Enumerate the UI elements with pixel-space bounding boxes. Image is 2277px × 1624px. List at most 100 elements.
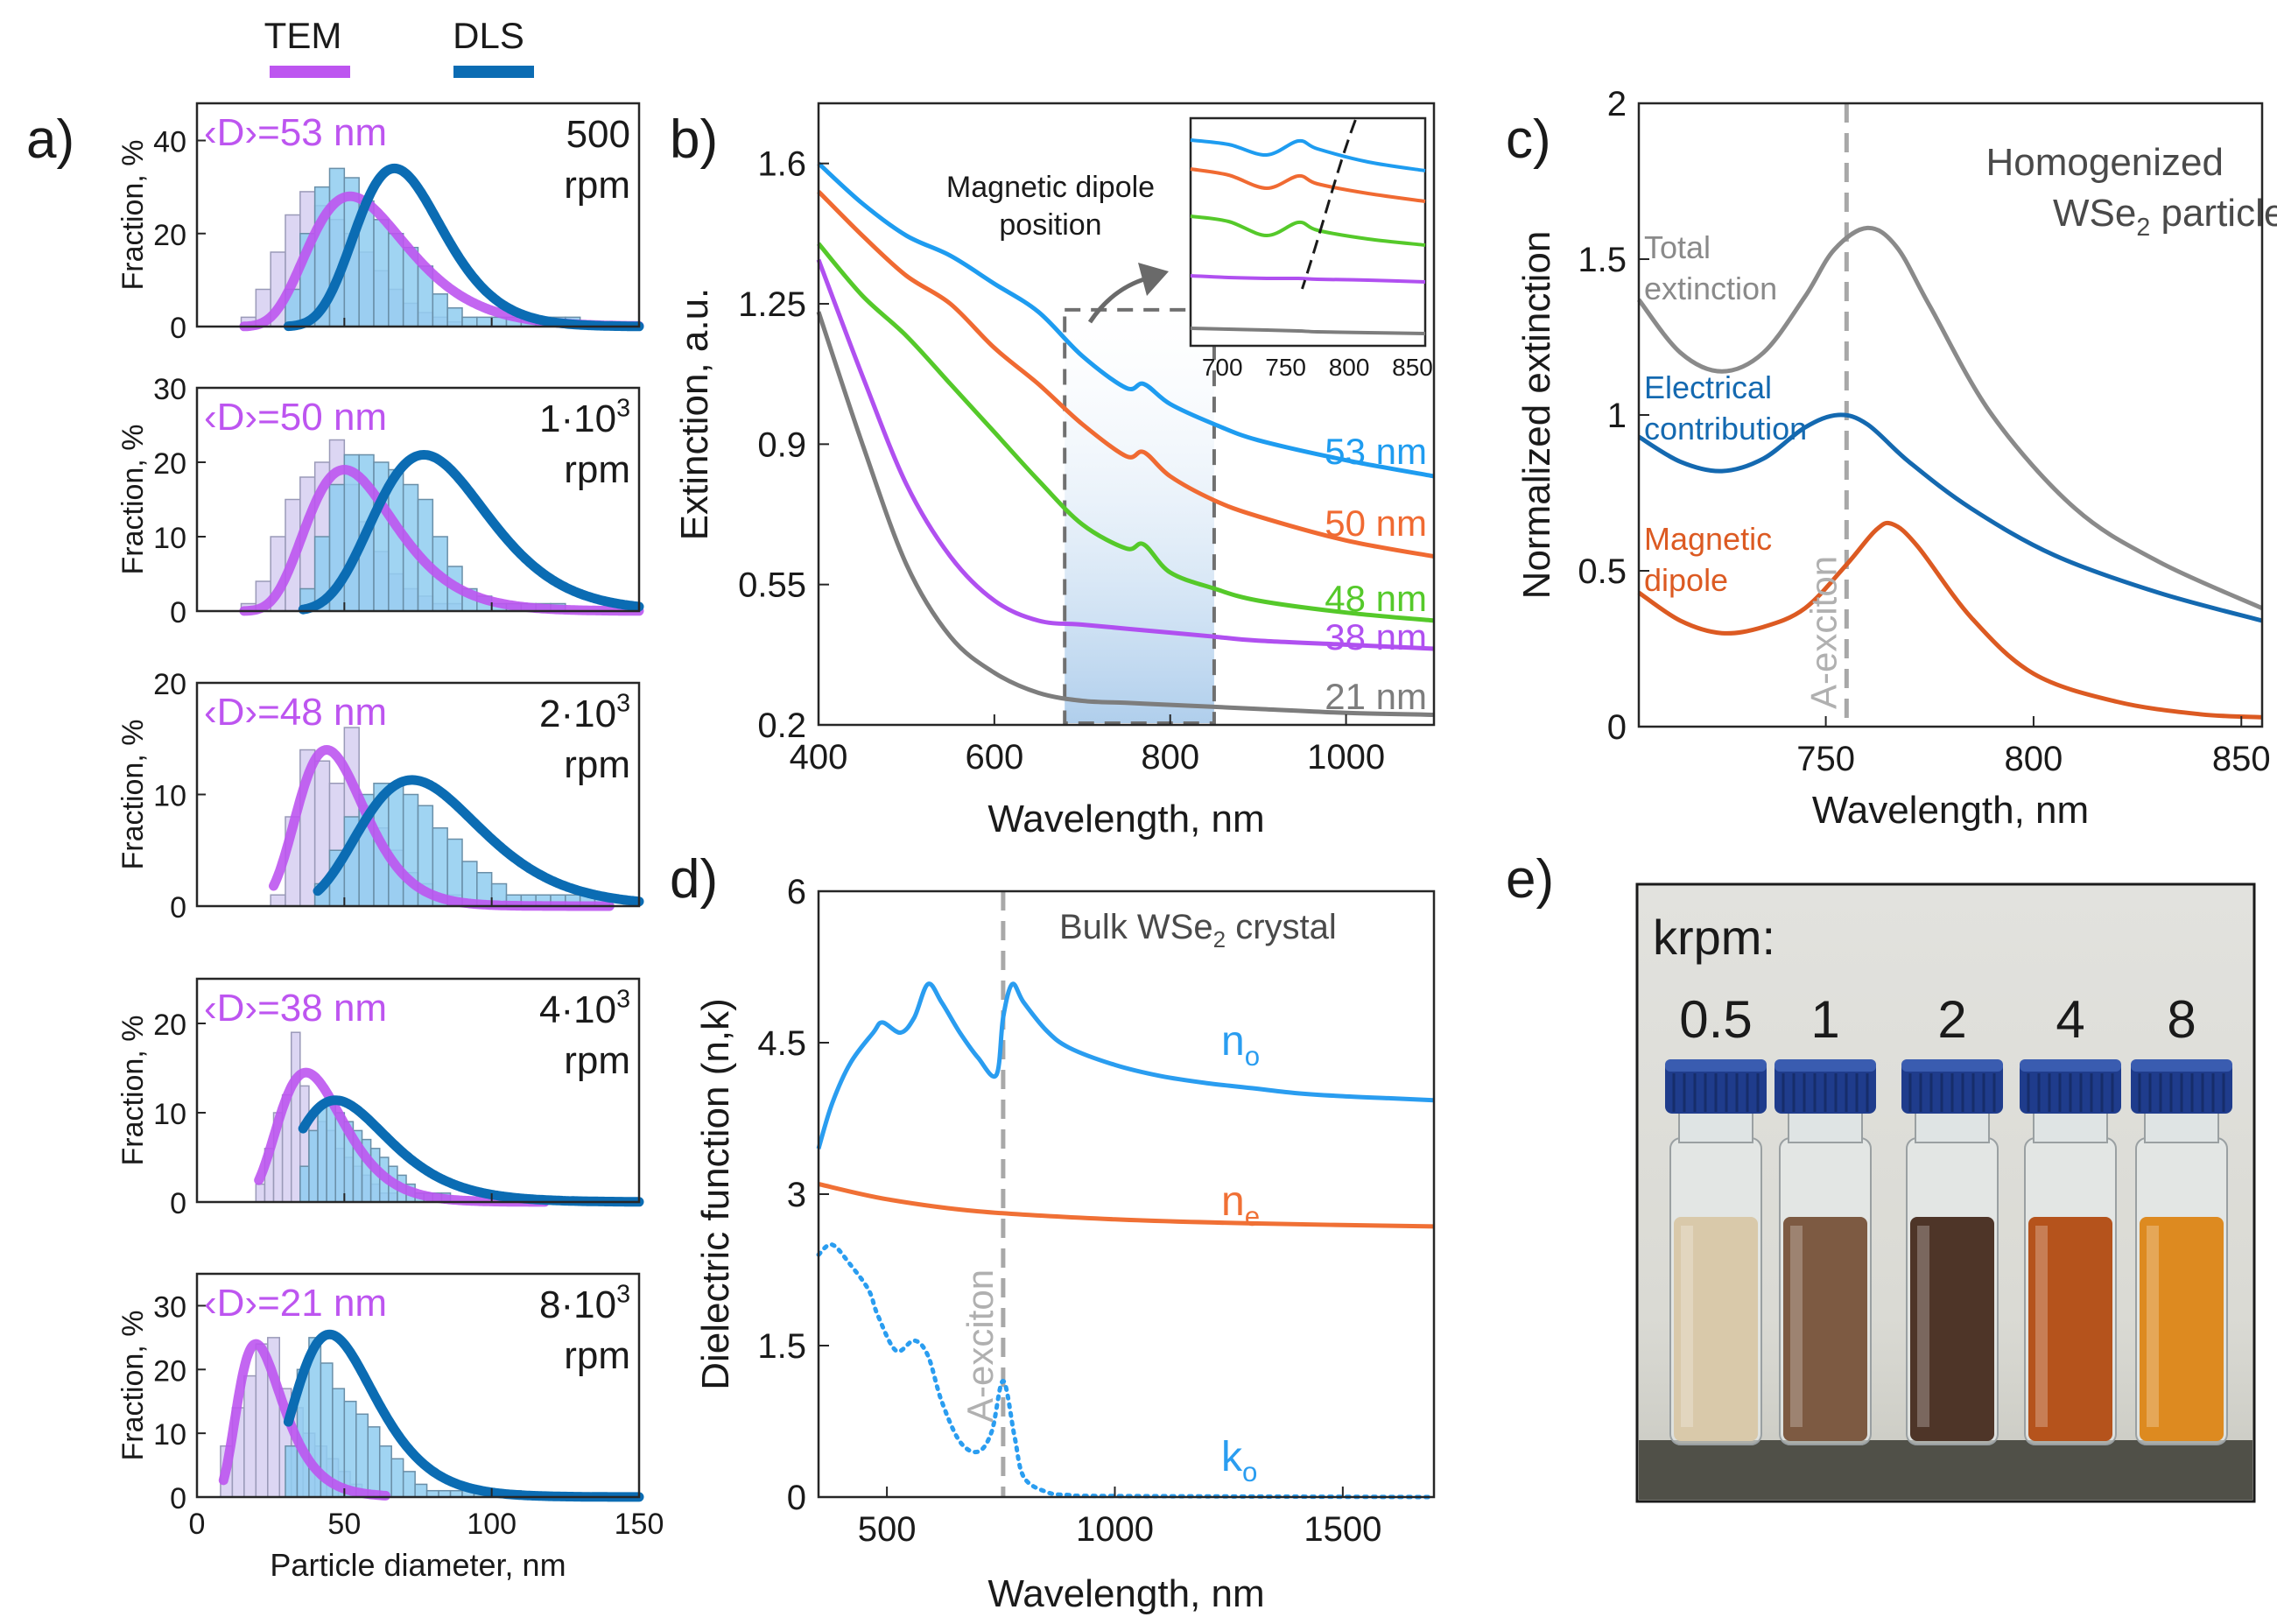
total-extinction-label-2: extinction bbox=[1644, 271, 1777, 306]
inset-curve bbox=[1190, 327, 1426, 335]
panel-c-title-line1: Homogenized bbox=[1986, 141, 2224, 184]
magnetic-label-1: Magnetic bbox=[1644, 521, 1772, 557]
inset-title-line2: position bbox=[999, 208, 1101, 242]
dls-bar bbox=[432, 293, 448, 327]
vial bbox=[1775, 1059, 1876, 1445]
y-tick-label: 0 bbox=[787, 1479, 806, 1517]
legend-dls-swatch bbox=[453, 66, 534, 78]
x-tick-label: 1000 bbox=[1076, 1510, 1154, 1549]
y-tick-label: 1.25 bbox=[738, 285, 806, 324]
y-tick-label: 40 bbox=[153, 126, 186, 159]
dls-bar bbox=[446, 307, 463, 327]
dls-bar bbox=[317, 1103, 327, 1203]
x-tick-label: 800 bbox=[2005, 740, 2063, 778]
exciton-label-c: A-exciton bbox=[1803, 556, 1844, 709]
speed-label: 500 bbox=[566, 113, 630, 156]
y-tick-label: 10 bbox=[153, 522, 186, 555]
vial-liquid bbox=[1910, 1217, 1994, 1441]
extinction-curve bbox=[816, 258, 1435, 651]
tem-fit-curve bbox=[218, 1339, 390, 1501]
tem-bar bbox=[290, 1031, 301, 1203]
speed-label: 4·103 bbox=[539, 985, 630, 1031]
panel-d-title: Bulk WSe2 crystal bbox=[1059, 908, 1337, 953]
y-tick-label: 0.5 bbox=[1578, 552, 1627, 591]
tem-bar bbox=[243, 1374, 257, 1498]
y-tick-label: 30 bbox=[153, 373, 186, 406]
y-tick-label: 1.5 bbox=[1578, 241, 1627, 279]
y-axis-label: Fraction, % bbox=[116, 1016, 150, 1166]
x-tick-label: 1500 bbox=[1304, 1510, 1381, 1549]
y-axis-label-b: Extinction, a.u. bbox=[673, 288, 716, 541]
dielectric-axes bbox=[817, 889, 1436, 1499]
y-axis-label: Fraction, % bbox=[116, 140, 150, 291]
y-tick-label: 20 bbox=[153, 219, 186, 252]
speed-label: 2·103 bbox=[539, 689, 630, 735]
dls-bar bbox=[378, 1445, 392, 1498]
y-axis-label-c: Normalized extinction bbox=[1515, 231, 1558, 600]
y-tick-label: 2 bbox=[1607, 85, 1627, 123]
inset-title-line1: Magnetic dipole bbox=[946, 171, 1155, 204]
inset-curve bbox=[1190, 138, 1426, 172]
vial-cap-top bbox=[2131, 1059, 2232, 1072]
vial-speed-label: 8 bbox=[2167, 990, 2196, 1049]
inset-x-tick-label: 700 bbox=[1202, 354, 1243, 381]
y-tick-label: 0.55 bbox=[738, 566, 806, 605]
series-label: 50 nm bbox=[1325, 503, 1427, 544]
dls-bar bbox=[388, 783, 404, 907]
histogram-axes bbox=[195, 102, 641, 328]
dielectric-curve bbox=[816, 981, 1435, 1149]
y-tick-label: 10 bbox=[153, 780, 186, 813]
rpm-label: rpm bbox=[564, 1039, 630, 1082]
vial-cap-top bbox=[1775, 1059, 1876, 1072]
rpm-label: rpm bbox=[564, 1334, 630, 1377]
y-axis-label: Fraction, % bbox=[116, 425, 150, 575]
dls-bar bbox=[388, 233, 404, 327]
legend-tem-label: TEM bbox=[264, 15, 342, 56]
y-tick-label: 0 bbox=[1607, 708, 1627, 747]
vial bbox=[1901, 1059, 2003, 1445]
y-axis-label: Fraction, % bbox=[116, 1311, 150, 1461]
y-tick-label: 1.6 bbox=[757, 145, 806, 184]
series-label: 48 nm bbox=[1325, 578, 1427, 619]
electrical-label-1: Electrical bbox=[1644, 369, 1772, 405]
histogram-panel-5 bbox=[218, 1329, 644, 1502]
dls-bar bbox=[367, 1426, 381, 1498]
zoom-region bbox=[1063, 307, 1216, 725]
y-tick-label: 0.9 bbox=[757, 425, 806, 464]
x-tick-label: 500 bbox=[858, 1510, 917, 1549]
dls-bar bbox=[308, 1129, 319, 1203]
histogram-axes bbox=[195, 1272, 641, 1499]
dielectric-curve bbox=[816, 1242, 1437, 1500]
series-label: 21 nm bbox=[1325, 676, 1427, 717]
dielectric-curve bbox=[818, 1182, 1435, 1229]
panel-a-label: a) bbox=[26, 109, 74, 170]
y-tick-label: 10 bbox=[153, 1418, 186, 1452]
series-label: 38 nm bbox=[1325, 616, 1427, 657]
histogram-axes bbox=[195, 977, 641, 1204]
y-axis-label: Fraction, % bbox=[116, 720, 150, 870]
tem-bar bbox=[270, 894, 286, 907]
vial bbox=[2020, 1059, 2121, 1445]
total-extinction-label-1: Total bbox=[1644, 229, 1711, 265]
vial-speed-label: 0.5 bbox=[1679, 990, 1752, 1049]
x-tick-label: 1000 bbox=[1307, 738, 1385, 777]
histogram-axes bbox=[195, 386, 641, 613]
y-tick-label: 1.5 bbox=[757, 1327, 806, 1366]
vial bbox=[2131, 1059, 2232, 1445]
vial-cap-top bbox=[2020, 1059, 2121, 1072]
x-axis-label-a: Particle diameter, nm bbox=[270, 1547, 566, 1583]
extinction-curve bbox=[817, 190, 1435, 559]
arrow-line bbox=[1087, 276, 1148, 324]
vial-cap-top bbox=[1901, 1059, 2003, 1072]
series-label: 53 nm bbox=[1325, 431, 1427, 472]
extinction-component-curve bbox=[1637, 520, 2263, 720]
extinction-component-curve bbox=[1637, 412, 2263, 623]
electrical-label-2: contribution bbox=[1644, 411, 1807, 446]
dls-fit-curve bbox=[298, 449, 644, 615]
y-tick-label: 0 bbox=[170, 596, 186, 629]
y-tick-label: 3 bbox=[787, 1176, 806, 1214]
x-tick-label: 100 bbox=[467, 1508, 517, 1541]
vial-liquid bbox=[1674, 1217, 1758, 1441]
dls-bar bbox=[414, 1483, 428, 1498]
